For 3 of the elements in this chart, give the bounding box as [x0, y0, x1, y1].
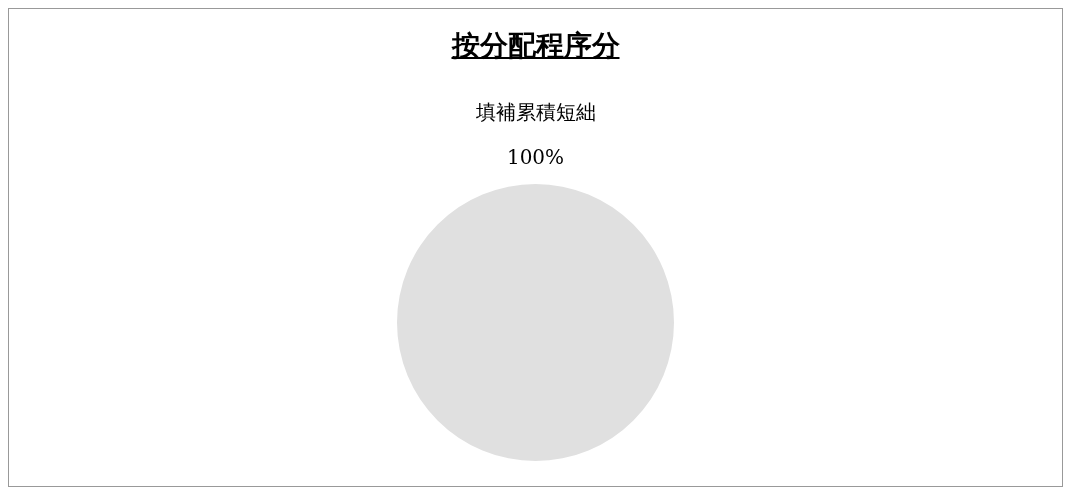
- slice-label: 填補累積短絀: [474, 100, 596, 125]
- chart-title: 按分配程序分: [450, 28, 621, 64]
- data-label: 100%: [506, 145, 565, 170]
